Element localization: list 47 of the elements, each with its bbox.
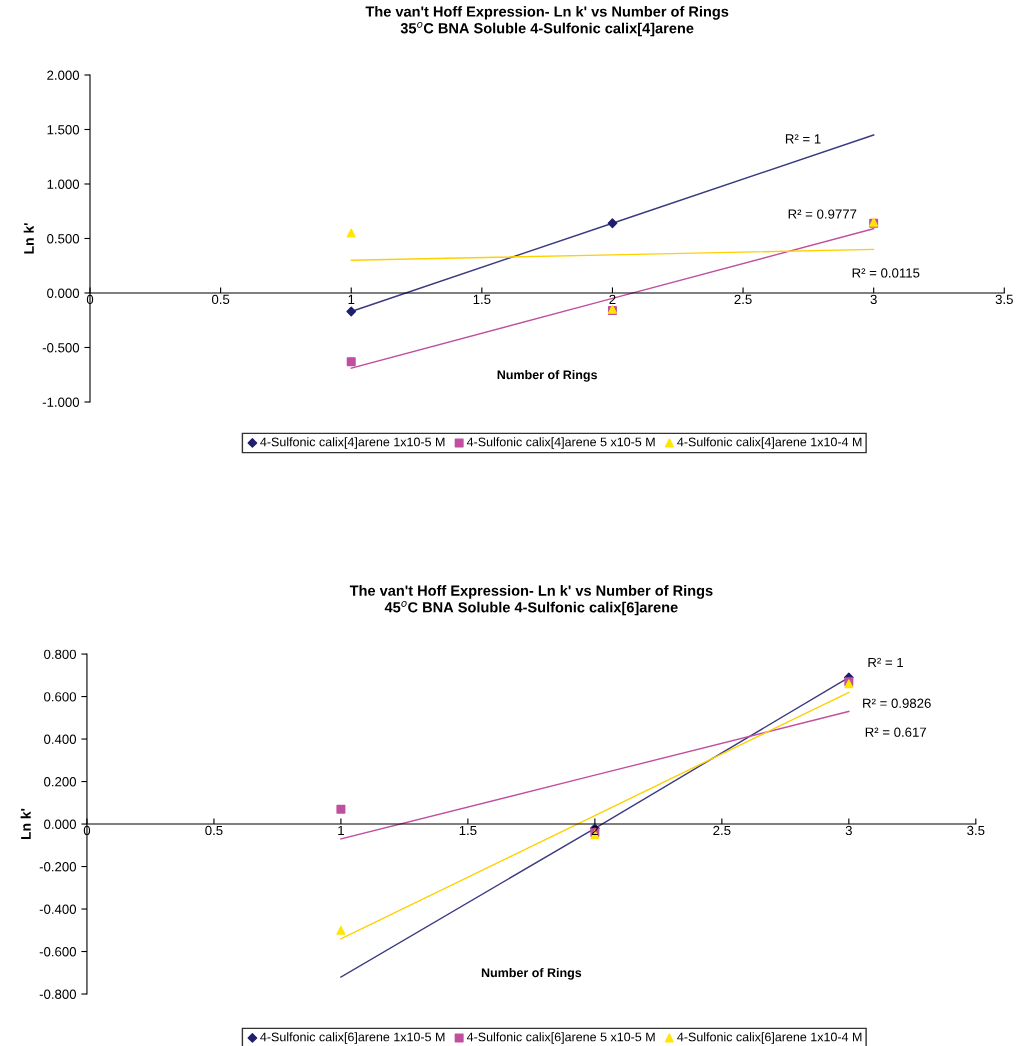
x-tick-label: 3.5: [995, 294, 1013, 305]
x-tick-label: 2.5: [713, 825, 731, 836]
x-tick-label: 2.5: [734, 294, 752, 305]
x-tick-label: 3: [870, 294, 877, 305]
annotation: R² = 1: [868, 657, 904, 668]
x-axis-title: Number of Rings: [497, 370, 597, 382]
y-tick-label: 1.500: [47, 125, 80, 135]
y-tick-label: -0.600: [39, 947, 77, 957]
y-tick-label: 0.200: [44, 777, 77, 787]
x-tick-label: 1: [348, 294, 355, 304]
annotation: R² = 0.9826: [863, 698, 931, 708]
y-tick-label: 0.600: [44, 692, 77, 702]
x-tick-label: 2: [591, 825, 598, 835]
y-tick-label: -0.400: [39, 904, 77, 914]
y-tick-label: 0.400: [44, 734, 77, 744]
y-tick-label: 0.500: [47, 234, 80, 244]
x-tick-label: 3: [845, 825, 852, 836]
x-axis-title: Number of Rings: [481, 967, 582, 980]
legend-label: 4-Sulfonic calix[4]arene 1x10-5 M: [260, 437, 445, 449]
y-tick-label: 2.000: [47, 70, 80, 80]
annotation: R² = 0.617: [865, 727, 927, 737]
y-axis-title: Ln k': [23, 223, 34, 254]
legend-label: 4-Sulfonic calix[6]arene 5 x10-5 M: [466, 1032, 655, 1044]
legend-label: 4-Sulfonic calix[4]arene 5 x10-5 M: [466, 437, 655, 449]
y-axis-title: Ln k': [20, 808, 31, 840]
y-tick-label: -0.500: [42, 343, 80, 353]
y-tick-label: -1.000: [42, 397, 80, 407]
x-tick-label: 0.5: [205, 825, 223, 836]
annotation: R² = 0.0115: [852, 268, 920, 278]
x-tick-label: 1: [338, 825, 344, 835]
annotation: R² = 0.9777: [788, 209, 857, 219]
y-tick-label: -0.200: [39, 862, 77, 872]
chart-title: The van't Hoff Expression- Ln k' vs Number of Rings 45$^{o}$C BNA Soluble 4-Sulfonic calix[6]arene: [349, 585, 713, 616]
y-tick-label: -0.800: [39, 989, 77, 999]
legend-label: 4-Sulfonic calix[6]arene 1x10-5 M: [260, 1032, 445, 1044]
legend-label: 4-Sulfonic calix[6]arene 1x10-4 M: [677, 1032, 862, 1044]
chart-title: The van't Hoff Expression- Ln k' vs Number of Rings 35$^{o}$C BNA Soluble 4-Sulfonic calix[4]arene: [365, 6, 729, 37]
y-tick-label: 1.000: [47, 179, 80, 189]
x-tick-label: 3.5: [967, 825, 985, 836]
x-tick-label: 1.5: [473, 294, 491, 305]
legend-label: 4-Sulfonic calix[4]arene 1x10-4 M: [677, 437, 862, 449]
annotation: R² = 1: [785, 134, 821, 144]
x-tick-label: 0.5: [211, 294, 230, 305]
y-tick-label: 0.800: [44, 649, 77, 659]
x-tick-label: 1.5: [459, 825, 477, 836]
y-tick-label: 0.000: [44, 819, 77, 829]
y-tick-label: 0.000: [47, 288, 80, 298]
